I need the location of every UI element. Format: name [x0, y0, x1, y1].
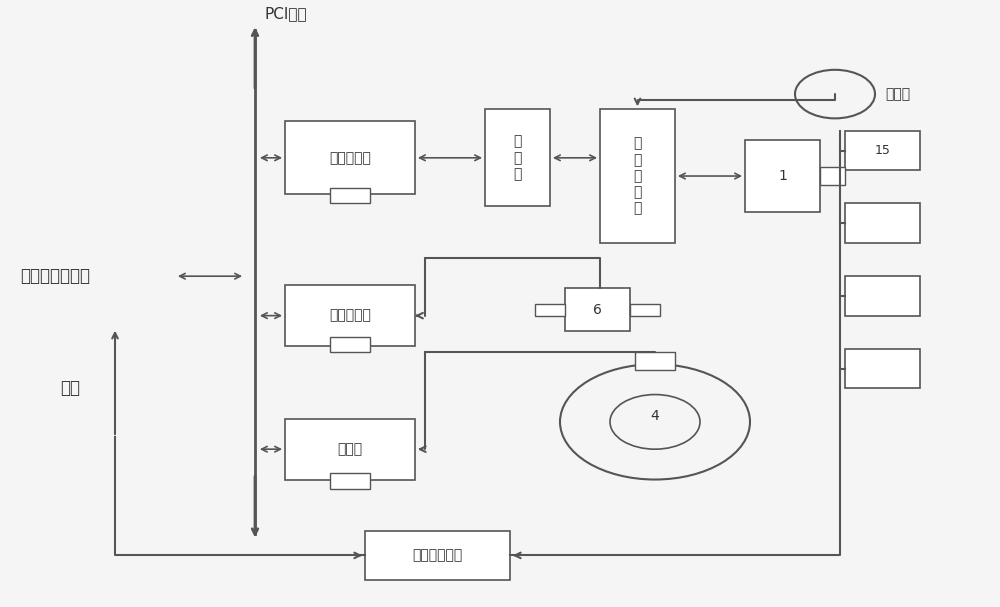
- Text: 计数卡: 计数卡: [337, 442, 363, 456]
- Text: 编码器: 编码器: [885, 87, 910, 101]
- Text: 端
子
板: 端 子 板: [513, 135, 522, 181]
- FancyBboxPatch shape: [330, 188, 370, 203]
- FancyBboxPatch shape: [365, 531, 510, 580]
- Text: PCI总线: PCI总线: [265, 6, 308, 21]
- FancyBboxPatch shape: [285, 121, 415, 194]
- Text: 15: 15: [875, 144, 890, 157]
- Text: 1: 1: [778, 169, 787, 183]
- FancyBboxPatch shape: [630, 304, 660, 316]
- FancyBboxPatch shape: [535, 304, 565, 316]
- FancyBboxPatch shape: [330, 473, 370, 489]
- Text: 运动控制卡: 运动控制卡: [329, 151, 371, 165]
- FancyBboxPatch shape: [635, 352, 675, 370]
- Text: 4: 4: [651, 409, 659, 423]
- Text: 温度采集模块: 温度采集模块: [412, 548, 463, 563]
- Text: 串口: 串口: [60, 379, 80, 398]
- Text: 6: 6: [593, 302, 602, 317]
- Text: 数据采集卡: 数据采集卡: [329, 308, 371, 323]
- FancyBboxPatch shape: [845, 276, 920, 316]
- FancyBboxPatch shape: [285, 419, 415, 480]
- Text: 工业控制计算机: 工业控制计算机: [20, 267, 90, 285]
- FancyBboxPatch shape: [845, 349, 920, 388]
- FancyBboxPatch shape: [285, 285, 415, 346]
- Text: 伺
服
驱
动
器: 伺 服 驱 动 器: [633, 137, 642, 215]
- FancyBboxPatch shape: [820, 167, 845, 185]
- FancyBboxPatch shape: [600, 109, 675, 243]
- FancyBboxPatch shape: [485, 109, 550, 206]
- FancyBboxPatch shape: [845, 203, 920, 243]
- FancyBboxPatch shape: [565, 288, 630, 331]
- FancyBboxPatch shape: [845, 131, 920, 170]
- FancyBboxPatch shape: [330, 337, 370, 352]
- FancyBboxPatch shape: [745, 140, 820, 212]
